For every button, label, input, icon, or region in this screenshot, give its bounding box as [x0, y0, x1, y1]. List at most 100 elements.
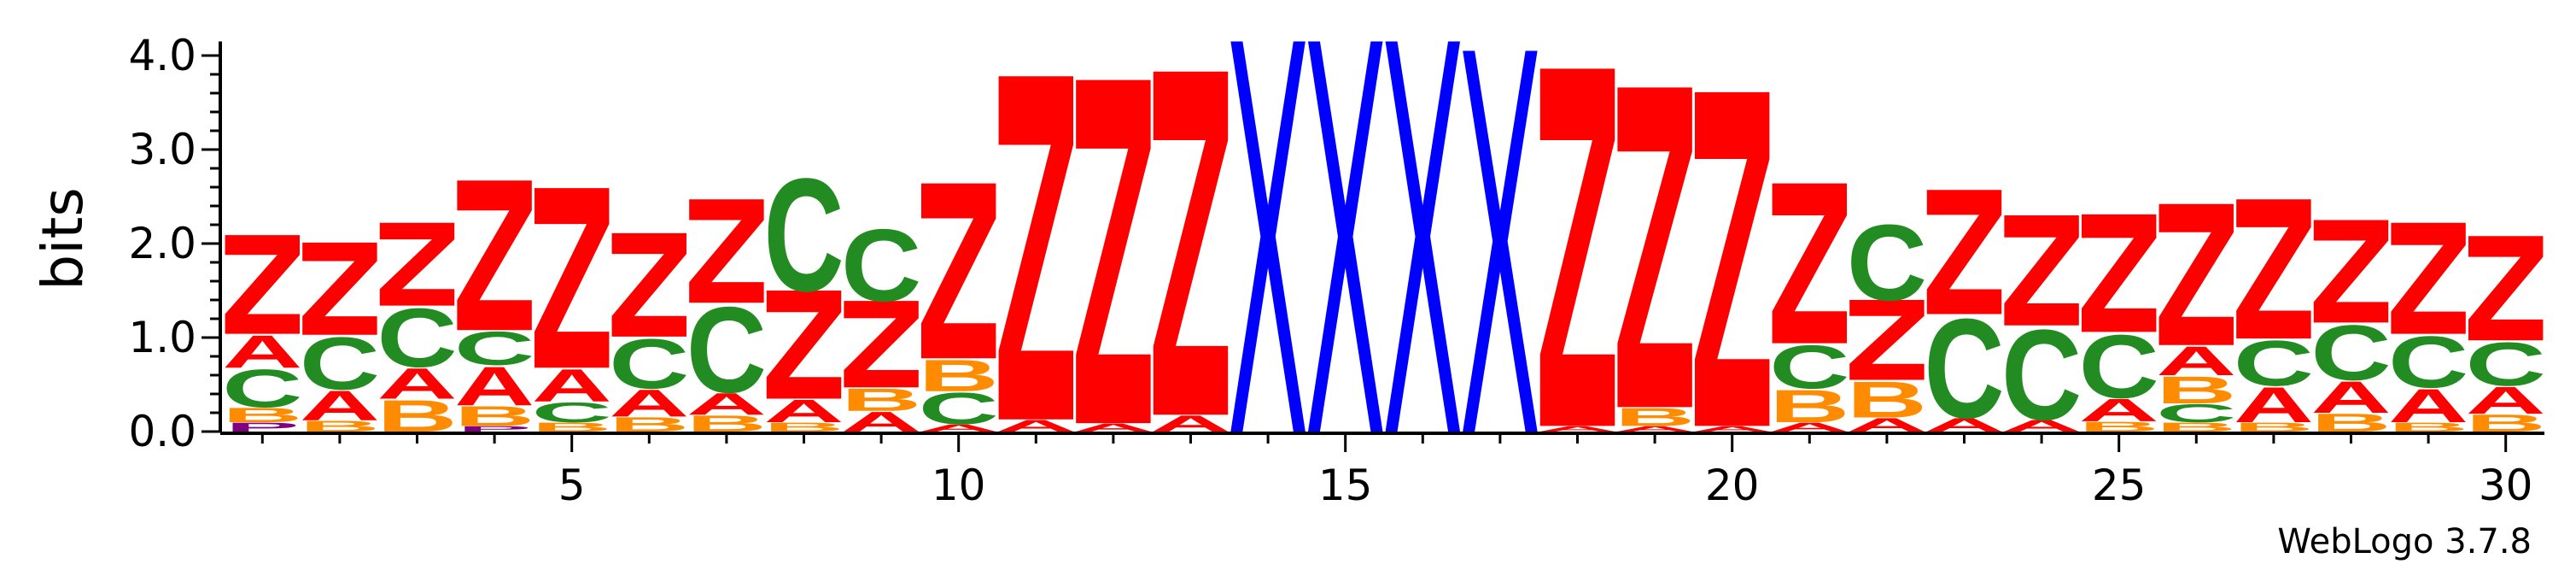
logo-letter-B-pos-2: B	[300, 418, 380, 435]
logo-letter-A-pos-28: A	[2310, 373, 2391, 423]
x-tick-label: 25	[2092, 461, 2147, 510]
logo-letter-Z-pos-1	[225, 235, 301, 334]
logo-letter-Z-pos-30	[2468, 236, 2544, 341]
logo-letter-Z-pos-21	[1772, 183, 1848, 344]
logo-letter-A-pos-21: A	[1769, 420, 1849, 434]
logo-letter-C-pos-2: C	[300, 321, 380, 405]
logo-letter-C-pos-9: C	[841, 208, 921, 323]
logo-letter-A-pos-12: A	[1073, 421, 1154, 434]
credit-text: WebLogo 3.7.8	[2277, 522, 2532, 561]
logo-letter-A-pos-30: A	[2466, 379, 2546, 422]
logo-letter-C-pos-26: C	[2156, 399, 2236, 428]
x-tick-label: 10	[932, 461, 986, 510]
y-axis-label: bits	[30, 187, 96, 291]
logo-letter-P-pos-1: P	[225, 420, 300, 434]
logo-letter-X-pos-15	[1307, 41, 1383, 432]
logo-letter-A-pos-6: A	[609, 382, 689, 426]
logo-letter-A-pos-18: A	[1537, 425, 1617, 433]
logo-letter-C-pos-1: C	[222, 358, 302, 419]
logo-letter-Z-pos-18	[1539, 68, 1615, 426]
logo-letter-C-pos-10: C	[919, 384, 999, 434]
logo-letter-Z-pos-26	[2158, 203, 2234, 345]
logo-letter-P-pos-4: P	[458, 425, 532, 433]
logo-letter-B-pos-21: B	[1769, 381, 1849, 432]
logo-letter-C-pos-24: C	[2001, 303, 2082, 447]
logo-letter-A-pos-3: A	[377, 359, 457, 408]
logo-letter-A-pos-19: A	[1615, 425, 1695, 433]
logo-letter-X-pos-14	[1230, 41, 1306, 432]
logo-letter-A-pos-7: A	[686, 387, 767, 421]
logo-letter-A-pos-2: A	[300, 382, 380, 429]
logo-letter-Z-pos-19	[1617, 87, 1692, 408]
logo-letter-B-pos-9: B	[841, 382, 921, 418]
logo-letter-Z-pos-22	[1849, 300, 1925, 380]
logo-letter-Z-pos-7	[689, 199, 764, 303]
logo-letter-X-pos-17	[1463, 50, 1538, 432]
logo-letter-A-pos-20: A	[1692, 425, 1773, 433]
logo-letter-A-pos-26: A	[2156, 338, 2236, 384]
logo-letter-A-pos-29: A	[2388, 379, 2468, 432]
logo-letter-Z-pos-4	[457, 180, 532, 331]
logo-letter-Z-pos-25	[2081, 214, 2157, 332]
logo-letter-Z-pos-27	[2236, 199, 2311, 339]
logo-letter-Z-pos-12	[1076, 79, 1151, 424]
logo-letter-A-pos-25: A	[2079, 392, 2159, 428]
x-tick-label: 20	[1705, 461, 1760, 510]
logo-letter-B-pos-26: B	[2156, 368, 2236, 412]
logo-letter-B-pos-5: B	[532, 420, 612, 434]
logo-letter-Z-pos-28	[2313, 220, 2389, 323]
logo-letter-A-pos-5: A	[532, 360, 612, 411]
logo-letter-C-pos-7: C	[686, 282, 767, 419]
logo-letter-B-pos-25: B	[2079, 419, 2159, 435]
x-tick-label: 5	[558, 461, 586, 510]
logo-letter-C-pos-23: C	[1924, 289, 2004, 448]
logo-letter-Z-pos-3	[379, 222, 455, 306]
logo-letter-Z-pos-29	[2391, 222, 2466, 334]
logo-letter-Z-pos-23	[1926, 190, 2002, 314]
logo-letter-A-pos-11: A	[996, 416, 1076, 435]
logo-letter-B-pos-26: B	[2156, 420, 2236, 434]
logo-letter-A-pos-1: A	[222, 326, 302, 378]
logo-letter-C-pos-28: C	[2310, 309, 2391, 397]
logo-letter-X-pos-16	[1385, 41, 1461, 432]
logo-letter-Z-pos-5	[534, 188, 610, 368]
logo-letter-B-pos-1: B	[222, 403, 302, 426]
x-tick-label: 15	[1318, 461, 1373, 510]
logo-letter-Z-pos-20	[1694, 91, 1770, 426]
logo-letter-Z-pos-24	[2004, 215, 2079, 326]
logo-letter-Z-pos-8	[766, 291, 842, 399]
logo-letter-B-pos-4: B	[454, 401, 534, 432]
logo-letter-B-pos-10: B	[919, 350, 999, 401]
axes: 0.0 1.0 2.0 3.0 4.0 5 10 15 20 25 30	[128, 31, 2544, 510]
logo-letter-C-pos-25: C	[2079, 317, 2159, 417]
y-tick-label: 1.0	[128, 313, 196, 362]
logo-letter-C-pos-6: C	[609, 325, 689, 404]
logo-letter-C-pos-27: C	[2234, 327, 2314, 399]
logo-letter-Z-pos-11	[998, 76, 1074, 420]
logo-letter-C-pos-3: C	[377, 292, 457, 385]
logo-letter-C-pos-21: C	[1769, 332, 1849, 402]
y-tick-label: 4.0	[128, 31, 196, 80]
logo-letter-C-pos-4: C	[454, 322, 534, 375]
logo-letter-Z-pos-13	[1153, 71, 1229, 415]
logo-letter-Z-pos-6	[611, 232, 687, 337]
logo-letter-A-pos-10: A	[919, 422, 999, 434]
logo-letter-B-pos-19: B	[1615, 403, 1695, 432]
logo-letter-B-pos-27: B	[2234, 420, 2314, 434]
logo-letter-Z-pos-2	[302, 242, 377, 335]
logo-letter-C-pos-5: C	[532, 397, 612, 428]
x-tick-label: 30	[2479, 461, 2533, 510]
logo-letter-B-pos-29: B	[2388, 420, 2468, 434]
logo-letter-A-pos-24: A	[2001, 416, 2082, 435]
y-tick-label: 2.0	[128, 219, 196, 268]
logo-letter-C-pos-29: C	[2388, 321, 2468, 403]
logo-letter-B-pos-22: B	[1847, 371, 1927, 429]
logo-letter-A-pos-4: A	[454, 356, 534, 417]
y-tick-label: 3.0	[128, 125, 196, 174]
logo-letter-Z-pos-9	[844, 301, 919, 388]
logo-letter-A-pos-8: A	[763, 393, 844, 429]
logo-letter-B-pos-8: B	[763, 420, 844, 434]
